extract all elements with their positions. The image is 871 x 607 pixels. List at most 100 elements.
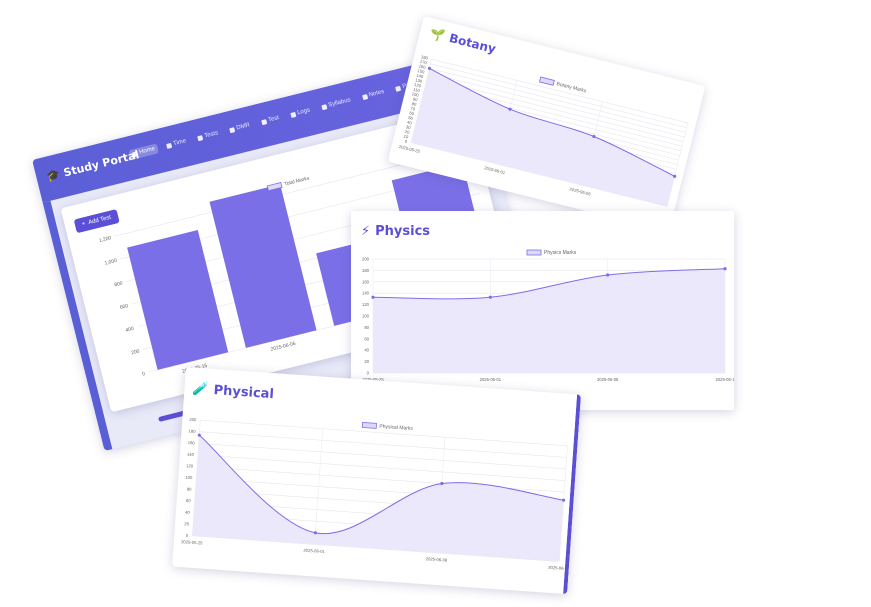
bar <box>127 229 229 370</box>
chart-legend: Physics Marks <box>526 249 577 256</box>
nav-item-logs[interactable]: Logs <box>287 105 315 121</box>
x-tick-label: 2025-06-08 <box>426 556 448 563</box>
y-tick-label: 80 <box>187 486 193 491</box>
y-tick-label: 30 <box>405 124 411 130</box>
y-tick-label: 0 <box>404 139 408 145</box>
data-point <box>197 433 201 437</box>
nav-item-label: Time <box>172 138 187 148</box>
legend-label: Botany Marks <box>556 81 588 94</box>
nav-icon <box>395 85 402 92</box>
physics-title: ⚡ Physics <box>361 224 431 239</box>
y-tick-label: 160 <box>418 63 427 70</box>
data-point <box>606 273 610 277</box>
y-tick-label: 20 <box>364 359 369 364</box>
y-tick-label: 40 <box>407 120 413 126</box>
nav-item-label: Syllabus <box>327 97 352 109</box>
botany-chart: 0102030405060708090100110120130140150160… <box>398 54 689 207</box>
nav-item-test[interactable]: Test <box>257 112 283 128</box>
x-tick-label: 2025-05-25 <box>181 539 203 546</box>
y-tick-label: 800 <box>114 280 124 288</box>
y-tick-label: 110 <box>413 87 421 94</box>
physics-card: ⚡ Physics 0 20 40 60 80 100 120 140 160 180 200 202… <box>351 211 734 410</box>
data-point <box>508 107 512 111</box>
legend-swatch <box>266 181 283 192</box>
nav-icon <box>166 142 173 149</box>
data-point <box>427 66 432 71</box>
legend-label: Physical Marks <box>379 424 413 432</box>
y-tick-label: 200 <box>362 257 370 262</box>
x-tick-label: 2025-06-06 <box>270 341 296 353</box>
x-tick-label: 2025-06-01 <box>303 548 325 555</box>
series-line <box>372 268 726 300</box>
y-tick-label: 120 <box>186 463 194 469</box>
y-tick-label: 160 <box>362 279 370 284</box>
y-tick-label: 40 <box>185 510 191 515</box>
data-point <box>488 295 492 299</box>
physics-chart: 0204060801001201401601802002025-05-25202… <box>362 249 734 382</box>
data-point <box>592 134 596 139</box>
nav-icon <box>361 93 368 100</box>
data-point <box>371 295 375 299</box>
bar <box>209 184 317 348</box>
x-tick-label: 2025-06-06 <box>569 186 592 196</box>
y-tick-label: 140 <box>187 452 195 458</box>
grid-line <box>198 442 566 470</box>
data-point <box>673 174 677 178</box>
nav-icon <box>229 126 236 133</box>
y-tick-label: 130 <box>415 77 424 84</box>
x-tick-label: 2025-06-01 <box>484 165 507 175</box>
y-tick-label: 120 <box>414 82 423 89</box>
grid-line <box>428 72 685 138</box>
nav-item-label: Test <box>267 115 280 124</box>
nav-item-home[interactable]: Home <box>128 143 160 161</box>
nav-item-syllabus[interactable]: Syllabus <box>318 95 355 113</box>
y-tick-label: 70 <box>410 106 416 112</box>
nav-icon <box>260 118 267 125</box>
nav-item-label: Logs <box>296 107 311 117</box>
data-point <box>440 481 444 486</box>
y-tick-label: 20 <box>184 521 190 526</box>
series-line <box>429 67 675 177</box>
y-tick-label: 140 <box>362 291 370 296</box>
y-tick-label: 90 <box>412 96 418 102</box>
y-tick-label: 170 <box>419 59 428 66</box>
y-tick-label: 60 <box>186 498 192 503</box>
x-tick-label: 2025-06-08 <box>597 377 619 382</box>
grid-line <box>199 431 567 458</box>
data-point <box>313 531 318 535</box>
nav-item-notes[interactable]: Notes <box>358 86 388 103</box>
y-tick-label: 160 <box>188 440 196 446</box>
nav-icon <box>290 111 297 118</box>
graduation-cap-icon: 🎓 <box>45 167 62 184</box>
grid-line <box>430 63 687 128</box>
physical-card: 🧪 Physical 0 20 40 60 80 100 120 140 160 180 200 20… <box>172 367 582 595</box>
y-tick-label: 40 <box>364 348 369 353</box>
nav-item-time[interactable]: Time <box>163 136 191 152</box>
y-tick-label: 180 <box>421 54 430 61</box>
grid-line <box>427 77 684 142</box>
y-tick-label: 200 <box>131 348 141 356</box>
grid-line <box>197 454 566 481</box>
grid-line <box>429 68 686 133</box>
area-fill <box>373 268 725 373</box>
nav-item-label: DMR <box>235 122 251 132</box>
x-tick-label: 2025-05-25 <box>398 144 421 154</box>
nav-item-label: Tests <box>203 130 219 140</box>
y-tick-label: 20 <box>404 129 410 135</box>
nav-item-label: Notes <box>368 88 385 99</box>
nav-item-tests[interactable]: Tests <box>194 128 223 144</box>
nav-item-label: Home <box>138 146 156 156</box>
y-tick-label: 180 <box>188 428 196 434</box>
area-fill <box>410 68 675 207</box>
x-tick-label: 2025-06-15 <box>548 565 570 572</box>
y-tick-label: 100 <box>362 314 370 319</box>
y-tick-label: 60 <box>364 336 369 341</box>
legend-swatch <box>526 249 542 256</box>
nav-icon <box>132 150 139 157</box>
grid-line <box>314 428 323 545</box>
brand[interactable]: 🎓 Study Portal <box>45 148 141 184</box>
y-tick-label: 600 <box>119 303 129 311</box>
nav-item-dmr[interactable]: DMR <box>226 120 254 136</box>
y-tick-label: 1,000 <box>104 258 118 267</box>
legend-swatch <box>361 422 377 429</box>
